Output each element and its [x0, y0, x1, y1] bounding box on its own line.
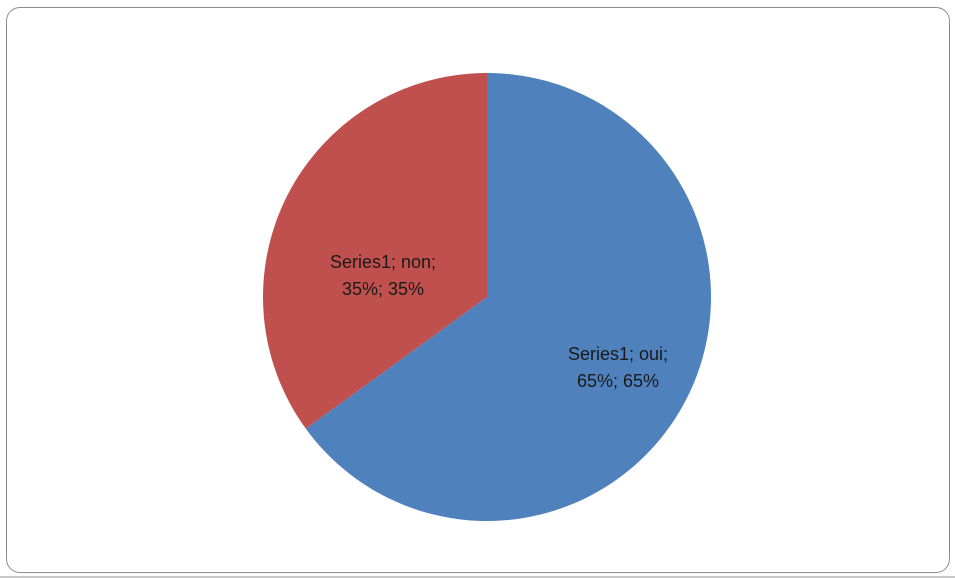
- data-label-line: 35%; 35%: [342, 279, 424, 299]
- data-label-line: 65%; 65%: [577, 371, 659, 391]
- pie-slice-oui: [305, 73, 712, 522]
- data-label-oui: Series1; oui; 65%; 65%: [568, 344, 668, 391]
- pie-slices: [263, 73, 712, 522]
- data-label-line: Series1; non;: [330, 252, 436, 272]
- bottom-edge: [0, 576, 955, 578]
- data-label-line: Series1; oui;: [568, 344, 668, 364]
- pie-data-labels: Series1; oui; 65%; 65% Series1; non; 35%; 3…: [330, 252, 668, 391]
- pie-slice-non: [263, 73, 487, 429]
- data-label-non: Series1; non; 35%; 35%: [330, 252, 436, 299]
